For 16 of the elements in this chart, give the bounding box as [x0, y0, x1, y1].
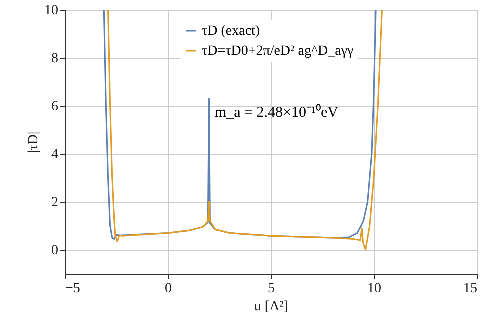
x-tick-label: 15 [464, 282, 478, 296]
x-axis-title: u [Λ²] [254, 300, 289, 314]
y-axis-title: |τD| [26, 132, 42, 154]
y-tick-label: 8 [52, 52, 58, 66]
y-tick-label: 2 [52, 196, 58, 210]
legend-label: τD (exact) [202, 24, 260, 39]
annotation: m_a = 2.48×10⁻¹⁰eV [215, 104, 339, 121]
x-tick-label: 5 [268, 282, 275, 296]
x-tick-label: −5 [66, 282, 80, 296]
legend-label: τD=τD0+2π/eD² ag^D_aγγ [202, 44, 354, 59]
x-tick-label: 0 [165, 282, 172, 296]
x-tick-label: 10 [368, 282, 382, 296]
y-tick-label: 4 [52, 148, 58, 162]
y-tick-label: 10 [44, 4, 58, 18]
y-tick-label: 6 [52, 100, 58, 114]
y-tick-label: 0 [52, 244, 58, 258]
